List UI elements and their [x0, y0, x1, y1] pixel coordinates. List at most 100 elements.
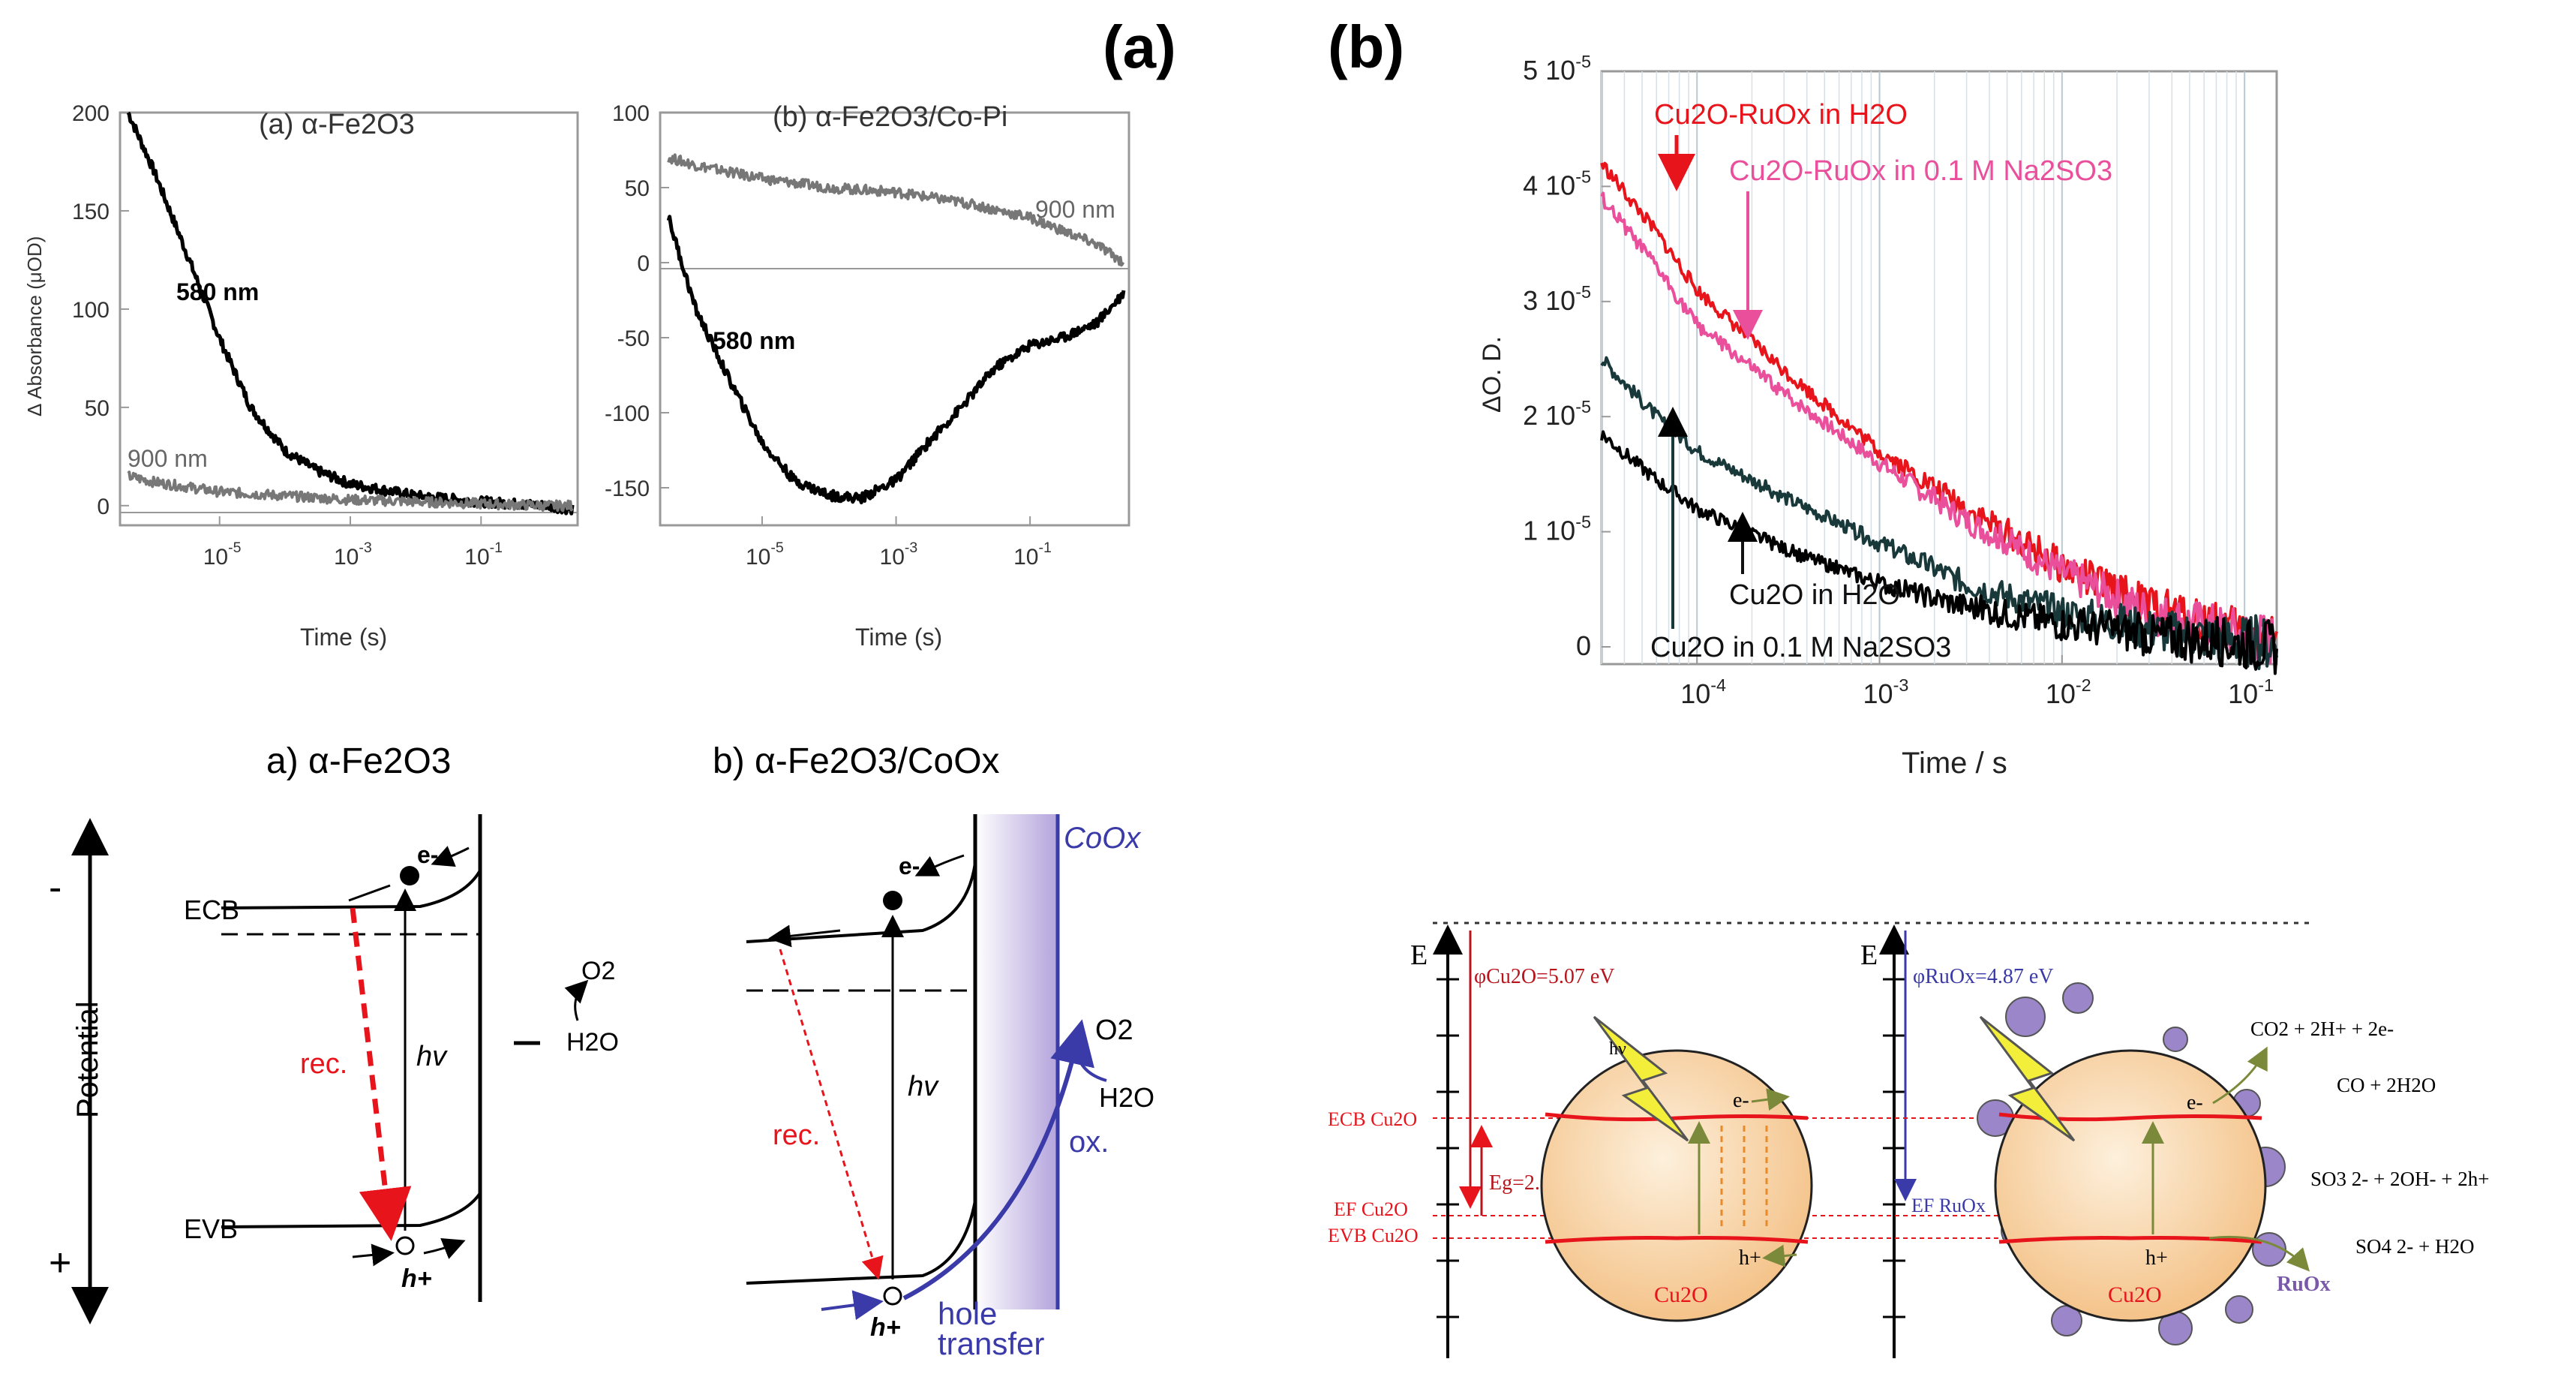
- y-tick-label: 1 10-5: [1523, 513, 1591, 546]
- x-tick-label: 10-1: [464, 540, 503, 570]
- vb-band-c1: [1545, 1236, 1809, 1244]
- hole-transfer-label-1: hole: [938, 1296, 997, 1331]
- y-tick-label: 0: [97, 495, 110, 519]
- ruox-particle: [2163, 1027, 2188, 1052]
- minus-sign: -: [49, 866, 62, 909]
- chart-c-ylabel: ΔO. D.: [1478, 336, 1506, 413]
- e-axis-2-label: E: [1860, 940, 1878, 971]
- cu2o-sphere-1: [1540, 1049, 1813, 1322]
- hole-label-c2: h+: [2145, 1246, 2168, 1270]
- chart-b-label-900: 900 nm: [1035, 196, 1115, 223]
- y-tick-label: 50: [625, 176, 650, 201]
- chart-b-xlabel: Time (s): [855, 624, 942, 651]
- diagram-b-title: b) α-Fe2O3/CoOx: [713, 741, 1000, 781]
- electron-arrow: [431, 846, 470, 867]
- diagram-a: a) α-Fe2O3 Potential - + ECB EVB e- hv r…: [49, 741, 619, 1324]
- y-tick-label: 5 10-5: [1523, 52, 1591, 86]
- e-axis-ticks: [1437, 978, 1905, 1318]
- y-tick-label: 50: [85, 396, 110, 421]
- chart-a-title: (a) α-Fe2O3: [259, 109, 415, 140]
- ruox-particle: [2225, 1295, 2253, 1324]
- h2o-to-o2-arrow: [1075, 1050, 1107, 1082]
- cb-drift-arrow: [348, 884, 391, 902]
- x-tick-label: 10-1: [2228, 675, 2274, 709]
- diagram-b: b) α-Fe2O3/CoOx CoOx e- hv rec. h+ O2 H2…: [713, 741, 1154, 1361]
- ruox-particle: [2062, 982, 2094, 1014]
- evb-label: EVB: [184, 1213, 238, 1244]
- hole-label-b: h+: [870, 1313, 901, 1342]
- y-tick-label: 200: [72, 101, 110, 126]
- chart-a-label-580: 580 nm: [176, 278, 259, 305]
- coox-label: CoOx: [1064, 822, 1142, 855]
- ruox-particle: [2252, 1232, 2286, 1267]
- chart-a-ylabel: Δ Absorbance (μOD): [23, 236, 46, 416]
- plus-sign: +: [49, 1241, 71, 1285]
- x-tick-label: 10-2: [2046, 675, 2091, 709]
- chart-c-label-dark: Cu2O in 0.1 M Na2SO3: [1650, 632, 1951, 663]
- rec-arrow-b: [779, 949, 884, 1280]
- hole-in-arrow: [352, 1243, 395, 1267]
- chart-b-label-580: 580 nm: [713, 327, 795, 354]
- x-tick-label: 10-3: [880, 540, 918, 570]
- cb-band-c2: [1998, 1112, 2262, 1122]
- e-axis-1-label: E: [1410, 940, 1428, 971]
- chart-b-frame: [659, 111, 1130, 527]
- electron-drift-b: [768, 925, 841, 948]
- rxn-so4: SO4 2- + H2O: [2355, 1235, 2474, 1258]
- hv-label-c1: hν: [1609, 1039, 1626, 1059]
- h-drift-c1: [1762, 1244, 1797, 1267]
- cu2o-label-2: Cu2O: [2108, 1282, 2162, 1307]
- electron-label-b: e-: [899, 852, 920, 879]
- y-tick-label: 3 10-5: [1523, 282, 1591, 316]
- electron-arrow-b: [914, 854, 965, 876]
- o2-label-b: O2: [1095, 1015, 1133, 1046]
- y-tick-label: -50: [617, 326, 650, 351]
- ecb-cu2o-label: ECB Cu2O: [1328, 1108, 1417, 1130]
- rec-arrow: [350, 907, 412, 1241]
- diagram-a-title: a) α-Fe2O3: [266, 741, 452, 781]
- e-drift-c1: [1751, 1088, 1790, 1111]
- evb-cu2o-label: EVB Cu2O: [1328, 1225, 1419, 1246]
- ef-ruox-label: EF RuOx: [1911, 1195, 1986, 1216]
- hole-transfer-arrow: [902, 1019, 1094, 1300]
- potential-label: Potential: [71, 1001, 104, 1118]
- rxn-so3: SO3 2- + 2OH- + 2h+: [2310, 1168, 2489, 1190]
- y-tick-label: -150: [605, 477, 650, 501]
- cb-band-b: [746, 862, 977, 943]
- series-line-cu2o-ruox-in-0-1-m-na2so3: [1600, 191, 2277, 665]
- vb-band: [221, 1192, 482, 1228]
- y-tick-label: 0: [637, 251, 650, 276]
- hole-label-c1: h+: [1739, 1246, 1761, 1270]
- series-line-cu2o-in-h2o: [1600, 430, 2278, 675]
- y-tick-label: -100: [605, 401, 650, 426]
- y-tick-label: 150: [72, 200, 110, 224]
- x-tick-label: 10-5: [746, 540, 784, 570]
- hole-label: h+: [401, 1264, 432, 1293]
- electron-dot-b: [883, 891, 902, 910]
- chart-a-label-900: 900 nm: [128, 445, 208, 472]
- series-line-580-nm: [666, 215, 1126, 505]
- x-tick-label: 10-4: [1680, 675, 1726, 709]
- coox-layer: [975, 814, 1058, 1309]
- h-transfer-c2: [2208, 1235, 2310, 1272]
- chart-c-label-red: Cu2O-RuOx in H2O: [1654, 99, 1908, 131]
- hole-circle: [395, 1236, 415, 1255]
- hv-label-b: hv: [908, 1071, 939, 1102]
- ruox-particle: [2005, 997, 2046, 1037]
- ef-cu2o-label: EF Cu2O: [1334, 1198, 1408, 1220]
- x-tick-label: 10-5: [203, 540, 242, 570]
- lightning-bolt-2: [1979, 1015, 2076, 1142]
- diagram-c: E E φCu2O=5.07 eV φRuOx=4.87 eV ECB Cu2O: [1328, 921, 2489, 1358]
- panel-label-b: (b): [1328, 14, 1404, 80]
- chart-c-label-pink: Cu2O-RuOx in 0.1 M Na2SO3: [1729, 155, 2112, 187]
- electron-label-c1: e-: [1733, 1089, 1749, 1112]
- phi-ruox-label: φRuOx=4.87 eV: [1913, 965, 2054, 988]
- rec-label: rec.: [300, 1048, 347, 1080]
- hole-transfer-label-2: transfer: [938, 1326, 1044, 1361]
- series-line-900-nm: [667, 153, 1125, 267]
- h2o-label-a: H2O: [566, 1028, 619, 1057]
- x-tick-label: 10-3: [1863, 675, 1909, 709]
- x-tick-label: 10-1: [1013, 540, 1052, 570]
